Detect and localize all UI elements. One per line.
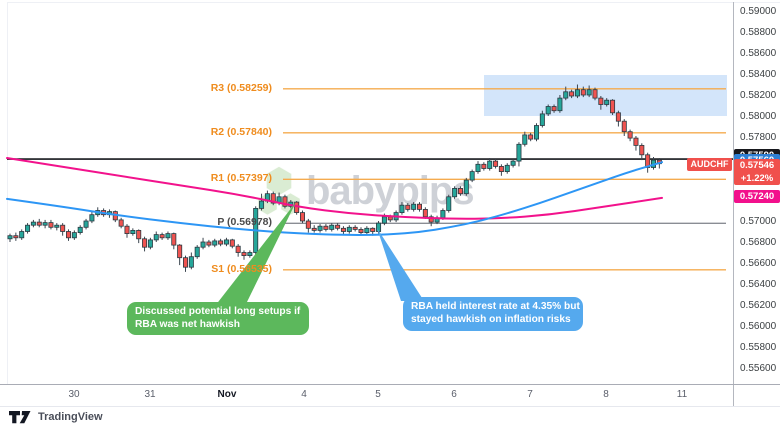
blue-callout[interactable]: RBA held interest rate at 4.35% but staye…	[403, 297, 583, 331]
last-price-label: 0.57546 +1.22%	[734, 159, 780, 185]
y-tick-0.57000: 0.57000	[740, 215, 777, 227]
pivot-label-R1[interactable]: R1 (0.57397)	[210, 172, 272, 185]
blue-callout-line2: stayed hawkish on inflation risks	[411, 313, 571, 325]
time-axis-separator	[0, 384, 780, 385]
y-tick-0.55800: 0.55800	[740, 341, 777, 353]
last-price-change: +1.22%	[740, 173, 774, 184]
tradingview-logo-icon	[9, 411, 31, 424]
y-tick-0.58000: 0.58000	[740, 110, 777, 122]
x-tick-7: 7	[527, 389, 533, 400]
pink-ma-price-label: 0.57240	[734, 190, 780, 203]
y-tick-0.56600: 0.56600	[740, 257, 777, 269]
y-tick-0.57800: 0.57800	[740, 131, 777, 143]
y-tick-0.58200: 0.58200	[740, 89, 777, 101]
chart-left-border	[7, 2, 8, 384]
footer-separator	[0, 406, 780, 407]
pivot-label-P[interactable]: P (0.56978)	[217, 216, 272, 229]
x-tick-30: 30	[68, 389, 80, 400]
blue-callout-line1: RBA held interest rate at 4.35% but	[411, 301, 580, 312]
ma-pink-line[interactable]	[6, 157, 663, 220]
chart-top-border	[7, 2, 780, 3]
x-tick-4: 4	[301, 389, 307, 400]
y-tick-0.56400: 0.56400	[740, 278, 777, 290]
y-tick-0.59000: 0.59000	[740, 5, 777, 17]
pivot-label-R3[interactable]: R3 (0.58259)	[210, 81, 272, 94]
green-callout-line1: Discussed potential long setups if	[135, 306, 301, 317]
x-tick-31: 31	[144, 389, 156, 400]
x-tick-11: 11	[676, 389, 688, 400]
green-callout[interactable]: Discussed potential long setups if RBA wa…	[127, 302, 309, 335]
x-tick-6: 6	[451, 389, 457, 400]
symbol-tag: AUDCHF	[687, 158, 732, 171]
blue-callout-pointer[interactable]	[377, 228, 424, 301]
last-price-value: 0.57546	[739, 160, 775, 171]
green-callout-line2: RBA was net hawkish	[135, 318, 240, 330]
pivot-label-R2[interactable]: R2 (0.57840)	[210, 125, 272, 138]
y-tick-0.56000: 0.56000	[740, 320, 777, 332]
x-tick-8: 8	[603, 389, 609, 400]
green-callout-pointer[interactable]	[215, 202, 296, 306]
y-tick-0.58400: 0.58400	[740, 68, 777, 80]
tradingview-branding[interactable]: TradingView	[8, 409, 103, 424]
highlight-zone[interactable]	[484, 75, 727, 116]
y-tick-0.58600: 0.58600	[740, 47, 777, 59]
x-tick-Nov: Nov	[217, 389, 237, 400]
y-tick-0.56800: 0.56800	[740, 236, 777, 248]
x-tick-5: 5	[375, 389, 381, 400]
ma-blue-line[interactable]	[6, 161, 663, 236]
y-tick-0.56200: 0.56200	[740, 299, 777, 311]
tradingview-brand-text: TradingView	[38, 410, 103, 423]
pivot-label-S1[interactable]: S1 (0.56535)	[211, 262, 272, 275]
y-tick-0.58800: 0.58800	[740, 26, 777, 38]
price-axis-separator	[733, 2, 734, 406]
y-tick-0.55600: 0.55600	[740, 362, 777, 374]
